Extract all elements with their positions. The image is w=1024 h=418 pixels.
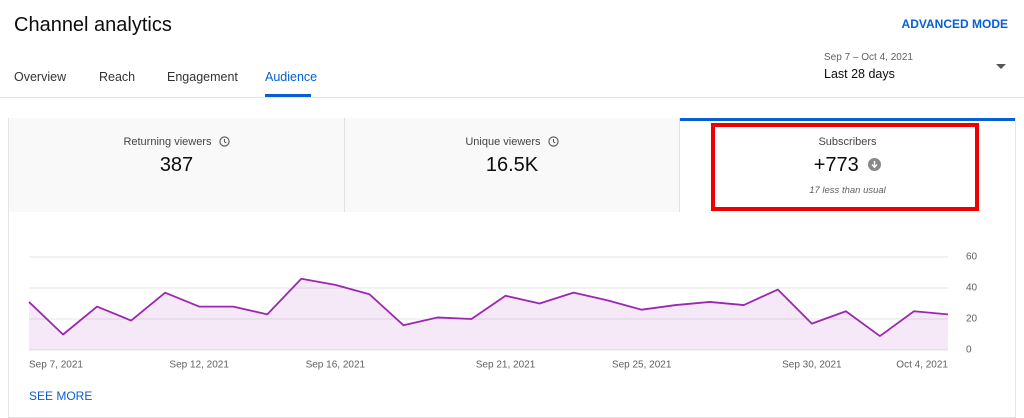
tab-active[interactable]: Audience <box>265 70 318 84</box>
y-tick-label: 0 <box>966 345 972 356</box>
metric-card-active[interactable]: Subscribers +773 17 less than usual <box>680 118 1015 212</box>
metric-value: +773 <box>813 154 859 176</box>
metric-value: 387 <box>159 154 194 176</box>
line <box>28 277 949 337</box>
x-tick-label: Sep 25, 2021 <box>612 360 672 371</box>
x-tick-label: Sep 16, 2021 <box>306 360 366 371</box>
tab[interactable]: Engagement <box>167 70 238 84</box>
x-tick-label: Sep 7, 2021 <box>29 360 83 371</box>
date-range: Sep 7 – Oct 4, 2021 <box>824 52 913 63</box>
y-tick-label: 60 <box>966 252 978 263</box>
y-tick-label: 40 <box>966 283 978 294</box>
x-tick-label: Sep 21, 2021 <box>476 360 536 371</box>
x-tick-label: Sep 12, 2021 <box>169 360 229 371</box>
divider <box>0 97 1024 98</box>
trend-down-icon <box>868 158 882 171</box>
dropdown-arrow[interactable] <box>996 64 1006 70</box>
see-more-link[interactable]: SEE MORE <box>29 389 93 403</box>
metric-value: 16.5K <box>485 154 539 176</box>
metric-card[interactable]: Returning viewers 387 <box>9 118 345 212</box>
clock-icon <box>547 136 559 147</box>
area <box>29 278 948 350</box>
tab[interactable]: Overview <box>14 70 67 84</box>
y-tick-label: 20 <box>966 314 978 325</box>
x-tick-label: Oct 4, 2021 <box>896 360 948 371</box>
date-period[interactable]: Last 28 days <box>824 67 895 81</box>
metric-note: 17 less than usual <box>809 185 886 196</box>
metric-label: Unique viewers <box>465 136 541 148</box>
highlight-box <box>711 123 979 211</box>
metric-label: Subscribers <box>818 136 877 148</box>
metric-label: Returning viewers <box>123 136 212 148</box>
advanced-mode-link[interactable]: ADVANCED MODE <box>901 17 1008 31</box>
tab[interactable]: Reach <box>99 70 136 84</box>
page-title: Channel analytics <box>14 14 172 36</box>
x-tick-label: Sep 30, 2021 <box>782 360 842 371</box>
tab-underline <box>265 94 311 97</box>
metric-card[interactable]: Unique viewers 16.5K <box>345 118 680 212</box>
clock-icon <box>218 136 230 147</box>
